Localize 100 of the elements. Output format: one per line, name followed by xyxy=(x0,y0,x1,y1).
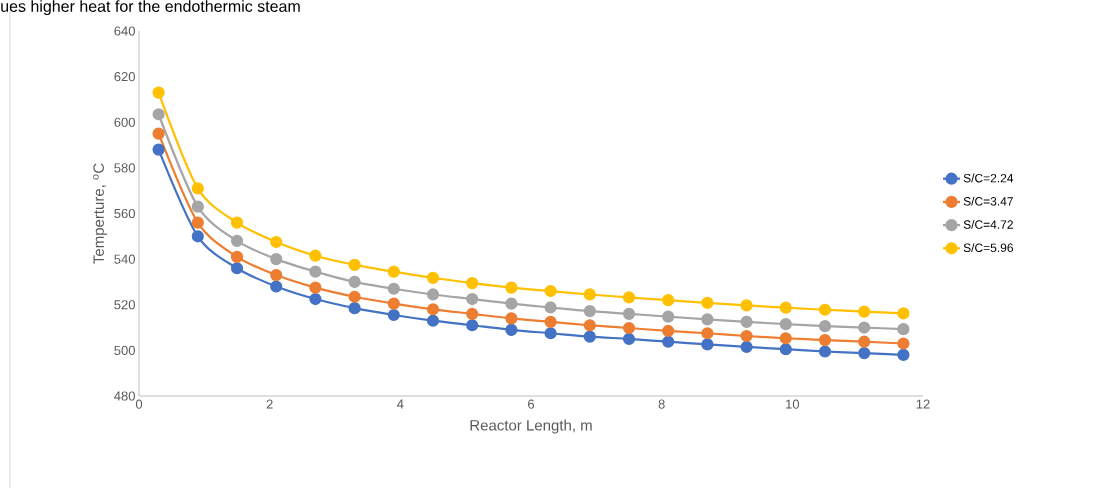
point xyxy=(583,288,596,301)
x-tick-label: 12 xyxy=(916,399,930,409)
point xyxy=(230,262,244,275)
legend-label: S/C=3.47 xyxy=(963,196,1013,206)
point xyxy=(622,321,636,335)
point xyxy=(348,302,361,315)
y-tick-label: 640 xyxy=(114,26,135,36)
point xyxy=(662,294,675,307)
point xyxy=(897,348,910,362)
y-tick-label: 600 xyxy=(114,117,135,127)
point xyxy=(348,275,361,289)
point xyxy=(387,282,400,295)
point xyxy=(544,284,557,298)
point xyxy=(662,324,675,338)
point xyxy=(466,276,479,290)
y-tick-label: 580 xyxy=(114,163,135,173)
y-tick-label: 560 xyxy=(114,208,135,219)
point xyxy=(270,280,283,293)
point xyxy=(544,327,557,340)
point xyxy=(622,307,636,320)
point xyxy=(152,108,165,121)
legend-label: S/C=5.96 xyxy=(963,243,1013,252)
point xyxy=(505,312,518,325)
point xyxy=(740,315,753,328)
point xyxy=(505,281,518,294)
point xyxy=(309,281,322,294)
point xyxy=(152,86,165,99)
point xyxy=(426,303,440,316)
legend-label: S/C=2.24 xyxy=(963,173,1014,183)
point xyxy=(701,313,714,326)
x-tick-label: 10 xyxy=(786,399,800,409)
x-tick-label: 6 xyxy=(528,399,535,409)
point xyxy=(230,250,244,263)
point xyxy=(740,329,753,343)
point xyxy=(897,323,910,336)
point xyxy=(270,253,283,266)
point xyxy=(348,290,361,303)
point xyxy=(348,258,361,271)
point xyxy=(858,335,871,348)
point xyxy=(818,345,832,358)
point xyxy=(779,318,792,331)
text: ues higher heat for the endothermic steam xyxy=(1,0,300,16)
point xyxy=(701,296,714,310)
point xyxy=(544,315,557,328)
point xyxy=(701,327,714,340)
point xyxy=(152,127,165,140)
point xyxy=(701,338,714,351)
point xyxy=(779,332,792,345)
point xyxy=(466,307,479,320)
point xyxy=(779,343,792,356)
y-tick-label: 520 xyxy=(114,300,135,310)
point xyxy=(818,320,832,333)
point xyxy=(858,321,871,334)
point xyxy=(387,297,400,310)
point xyxy=(662,335,675,348)
point xyxy=(191,230,204,243)
point xyxy=(387,265,400,278)
point xyxy=(779,301,792,314)
point xyxy=(662,310,675,323)
y-tick-label: 500 xyxy=(114,345,135,355)
point xyxy=(426,314,440,327)
point xyxy=(897,337,910,350)
y-axis-title: Temperture, $^{o}$C xyxy=(92,163,107,264)
point xyxy=(740,340,753,354)
point xyxy=(818,303,832,316)
point xyxy=(426,288,440,301)
point xyxy=(583,330,596,343)
point xyxy=(270,268,283,282)
point xyxy=(505,297,518,310)
point xyxy=(858,347,871,360)
y-tick-label: 620 xyxy=(114,72,135,82)
point xyxy=(622,291,636,304)
y-tick-label: 480 xyxy=(114,391,135,401)
legend-label: S/C=4.72 xyxy=(963,220,1013,229)
y-tick-label: 540 xyxy=(114,254,135,264)
point xyxy=(309,292,322,306)
point xyxy=(622,332,636,346)
point xyxy=(897,307,910,320)
x-tick-label: 0 xyxy=(135,399,143,409)
point xyxy=(191,216,204,229)
point xyxy=(583,305,596,318)
point xyxy=(466,319,479,332)
point xyxy=(309,249,322,262)
point xyxy=(191,182,204,195)
x-axis-title: Reactor Length, m xyxy=(470,419,592,434)
point xyxy=(309,265,322,278)
point xyxy=(544,301,557,314)
point xyxy=(740,299,753,312)
point xyxy=(191,200,204,213)
point xyxy=(270,235,283,249)
point xyxy=(230,216,244,229)
point xyxy=(152,143,165,156)
x-tick-label: 2 xyxy=(266,399,273,409)
point xyxy=(230,234,244,247)
x-tick-label: 4 xyxy=(397,399,404,409)
point xyxy=(426,271,440,284)
point xyxy=(583,319,596,332)
point xyxy=(858,305,871,318)
x-tick-label: 8 xyxy=(658,399,665,409)
point xyxy=(818,333,832,347)
